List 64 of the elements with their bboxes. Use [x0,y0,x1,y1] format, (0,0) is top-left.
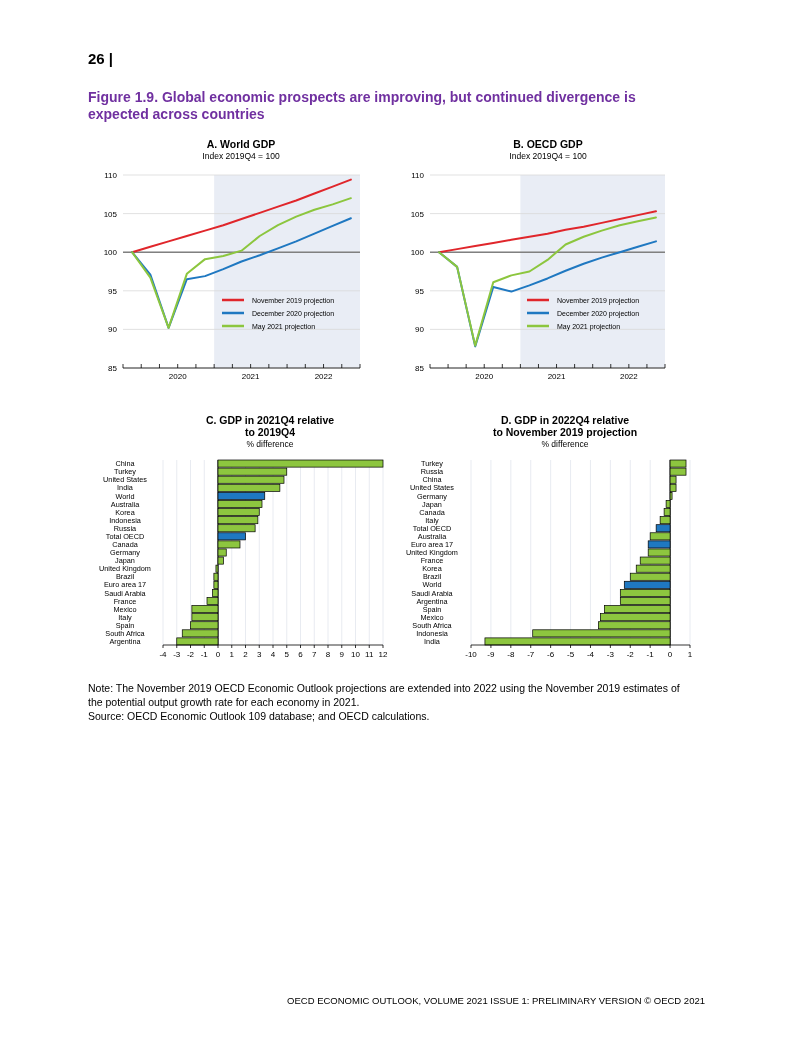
x-tick-label: -10 [465,650,478,659]
line-series [131,178,352,254]
x-tick-label: -1 [200,650,209,659]
chart-subtitle: % difference [541,439,589,449]
x-tick-label: 9 [339,650,345,659]
x-tick-label: 8 [325,650,331,659]
line-series [438,216,657,347]
x-tick-label: 2 [243,650,249,659]
chart-subtitle: % difference [246,439,294,449]
chart-title: D. GDP in 2022Q4 relative to November 2019 projection [492,414,638,438]
x-tick-label: -3 [173,650,181,659]
x-tick-label: 2020 [168,372,188,381]
y-tick-label: 100 [103,248,118,258]
y-tick-label: 90 [108,325,118,335]
y-tick-label: 85 [415,364,425,373]
x-tick-label: 12 [378,650,388,659]
x-tick-label: -4 [586,650,595,659]
x-tick-label: 2021 [547,372,566,381]
chart-subtitle: Index 2019Q4 = 100 [509,151,587,161]
y-tick-label: 95 [415,286,425,296]
x-tick-label: -1 [646,650,655,659]
source-note: Source: OECD Economic Outlook 109 database; and OECD calculations. [88,710,430,723]
y-tick-label: 105 [410,209,425,219]
x-tick-label: -8 [507,650,515,659]
chart-title: C. GDP in 2021Q4 relative to 2019Q4 [205,414,335,438]
x-tick-label: 10 [351,650,361,659]
x-tick-label: 0 [667,650,673,659]
line-series [438,210,657,254]
x-tick-label: -2 [626,650,635,659]
x-tick-label: 2022 [619,372,639,381]
x-tick-label: -3 [606,650,615,659]
y-tick-label: 105 [103,209,118,219]
y-tick-label: 90 [415,325,425,335]
x-tick-label: 11 [365,650,374,659]
x-tick-label: -6 [547,650,555,659]
y-tick-label: 100 [410,248,425,258]
x-tick-label: 5 [284,650,290,659]
text: 26 | [88,50,114,67]
x-tick-label: 4 [270,650,276,659]
x-tick-label: -2 [186,650,195,659]
y-tick-label: 85 [108,364,118,373]
x-tick-label: -9 [487,650,496,659]
x-tick-label: 3 [257,650,263,659]
chart-title: A. World GDP [206,138,276,150]
x-tick-label: 1 [229,650,235,659]
x-tick-label: 0 [215,650,221,659]
y-tick-label: 110 [411,171,425,180]
x-tick-label: 2020 [475,372,494,381]
x-tick-label: 6 [298,650,304,659]
chart-subtitle: Index 2019Q4 = 100 [202,151,280,161]
x-tick-label: 2022 [314,372,333,381]
y-tick-label: 110 [104,171,118,180]
line-series [131,197,352,329]
x-tick-label: 7 [312,650,318,659]
chart-title: B. OECD GDP [513,138,583,150]
x-tick-label: 2021 [241,372,261,381]
text: Note: The November 2019 OECD Economic Outlook projections are extended into 2022 using the November 2019 estimates of the potential output growth rate for each economy in 2021. [88,682,680,709]
x-tick-label: -5 [566,650,575,659]
x-tick-label: -7 [527,650,535,659]
x-tick-label: 1 [687,650,693,659]
text: Figure 1.9. Global economic prospects are improving, but continued divergence is expected across countries [88,89,636,122]
text: OECD ECONOMIC OUTLOOK, VOLUME 2021 ISSUE 1: PRELIMINARY VERSION © OECD 2021 [287,995,705,1006]
y-tick-label: 95 [108,286,118,296]
x-tick-label: -4 [159,650,168,659]
